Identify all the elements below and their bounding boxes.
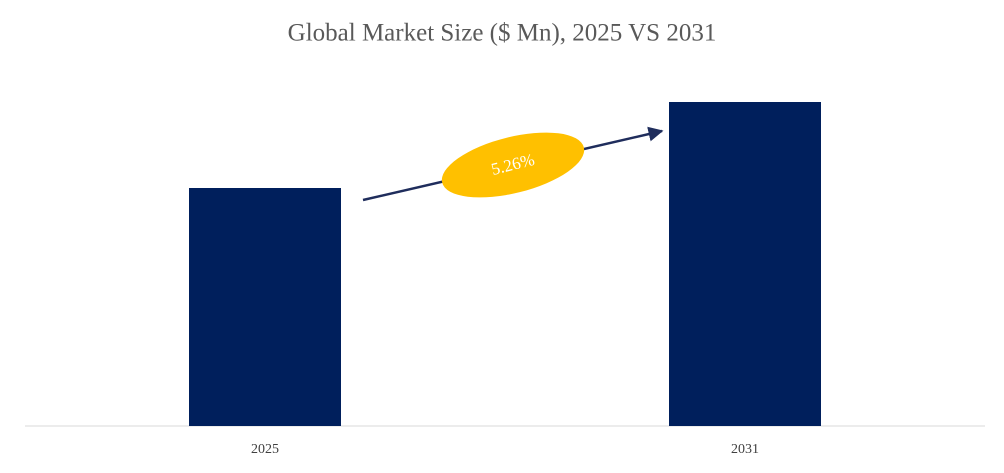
annotation-bubble [441, 132, 585, 198]
bar [669, 102, 821, 426]
x-tick-label: 2031 [731, 442, 759, 457]
chart-title: Global Market Size ($ Mn), 2025 VS 2031 [288, 20, 717, 47]
bar [189, 188, 341, 426]
x-tick-label: 2025 [251, 442, 279, 457]
